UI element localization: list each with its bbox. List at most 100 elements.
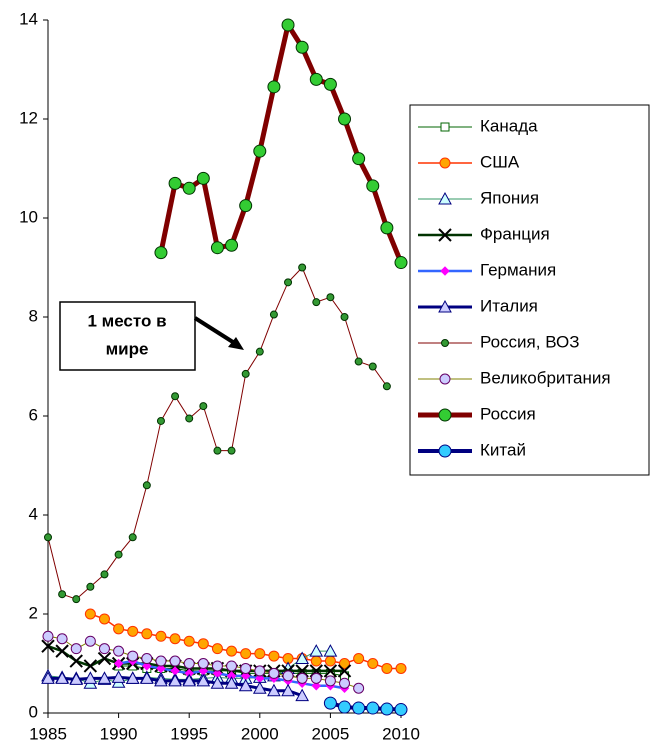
marker xyxy=(267,683,281,697)
marker xyxy=(125,671,140,684)
marker xyxy=(438,228,452,242)
marker xyxy=(296,672,308,684)
x-tick-label: 1985 xyxy=(29,724,67,743)
marker xyxy=(441,339,449,347)
marker xyxy=(100,570,109,579)
marker xyxy=(394,256,408,270)
marker xyxy=(113,623,125,635)
marker xyxy=(298,263,307,272)
legend-label: Китай xyxy=(480,440,526,459)
marker xyxy=(98,613,110,625)
marker xyxy=(185,414,194,423)
y-tick-label: 10 xyxy=(19,207,38,226)
marker xyxy=(69,654,83,668)
legend-label: Канада xyxy=(480,116,538,135)
marker xyxy=(310,655,322,667)
marker xyxy=(183,635,195,647)
marker xyxy=(394,703,408,717)
marker xyxy=(439,373,451,385)
marker xyxy=(366,179,380,193)
marker xyxy=(339,677,351,689)
marker xyxy=(312,298,321,307)
marker xyxy=(254,648,266,660)
marker xyxy=(380,702,394,716)
marker xyxy=(239,199,253,213)
marker xyxy=(323,696,337,710)
marker xyxy=(55,671,69,684)
marker xyxy=(252,681,267,694)
marker xyxy=(238,678,253,692)
marker xyxy=(182,181,196,195)
marker xyxy=(241,369,250,378)
marker xyxy=(367,658,379,669)
legend-label: США xyxy=(480,152,520,171)
marker xyxy=(295,40,309,54)
marker xyxy=(171,392,180,401)
marker xyxy=(439,157,451,169)
x-tick-label: 1995 xyxy=(170,724,208,743)
arrow-head xyxy=(228,337,244,350)
marker xyxy=(142,661,152,671)
marker xyxy=(268,650,280,662)
marker xyxy=(139,671,154,684)
y-tick-label: 12 xyxy=(19,108,38,127)
marker xyxy=(127,650,139,662)
marker xyxy=(225,238,239,252)
marker xyxy=(197,638,209,650)
marker xyxy=(309,644,324,657)
marker xyxy=(295,688,310,702)
marker xyxy=(268,667,280,679)
marker xyxy=(155,655,167,667)
marker xyxy=(156,663,166,674)
marker xyxy=(168,673,182,687)
marker xyxy=(267,80,281,94)
legend-label: Россия xyxy=(480,404,536,423)
marker xyxy=(381,662,393,674)
marker xyxy=(338,700,352,714)
marker xyxy=(70,643,82,655)
marker xyxy=(97,671,112,684)
marker xyxy=(196,673,211,687)
marker xyxy=(156,416,165,425)
marker xyxy=(338,112,352,126)
marker xyxy=(295,651,310,665)
y-tick-label: 2 xyxy=(29,603,38,622)
marker xyxy=(368,362,377,371)
marker xyxy=(154,246,168,260)
marker xyxy=(352,152,366,166)
marker xyxy=(240,648,252,660)
marker xyxy=(438,408,452,422)
marker xyxy=(41,639,55,653)
legend-label: Япония xyxy=(480,188,539,207)
marker xyxy=(281,683,295,697)
marker xyxy=(84,608,96,620)
marker xyxy=(154,673,168,687)
marker xyxy=(83,671,98,684)
marker xyxy=(169,633,181,645)
legend-label: Великобритания xyxy=(480,368,611,387)
legend-label: Франция xyxy=(480,224,550,243)
marker xyxy=(58,590,67,599)
y-tick-label: 4 xyxy=(29,504,38,523)
marker xyxy=(72,595,81,604)
marker xyxy=(253,144,267,158)
marker xyxy=(255,347,264,356)
y-tick-label: 0 xyxy=(29,702,38,721)
annotation: 1 место в xyxy=(87,311,166,330)
marker xyxy=(352,701,366,715)
marker xyxy=(86,582,95,591)
marker xyxy=(311,681,321,691)
x-tick-label: 2000 xyxy=(241,724,279,743)
marker xyxy=(141,653,153,665)
y-tick-label: 14 xyxy=(19,9,38,28)
marker xyxy=(440,122,450,132)
marker xyxy=(98,643,110,655)
marker xyxy=(354,357,363,366)
marker xyxy=(41,671,55,684)
arrow xyxy=(193,316,238,346)
marker xyxy=(309,72,323,86)
marker xyxy=(323,77,337,91)
marker xyxy=(226,660,238,672)
marker xyxy=(323,644,338,657)
